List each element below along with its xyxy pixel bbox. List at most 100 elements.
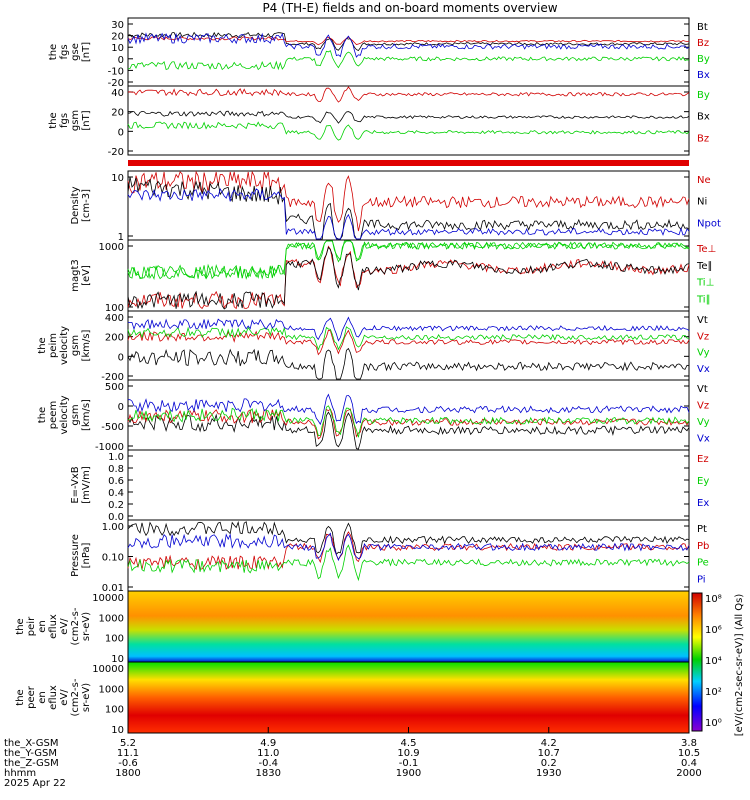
series-Bz: [127, 86, 690, 103]
series-Bt: [127, 31, 690, 51]
panel-peim_vel: 400 200 0 -200 thepeimvelocitygsm[km/s] Vt Vz V…: [37, 310, 710, 383]
legend-Pb: Pb: [697, 541, 709, 552]
legend-Ez: Ez: [697, 454, 709, 465]
y-tick-label: 1.0: [108, 452, 124, 463]
figure-title: P4 (TH-E) fields and on-board moments ov…: [262, 1, 557, 15]
y-tick-label: -20: [108, 78, 124, 89]
y-axis-label: thefgsgsm[nT]: [48, 110, 92, 131]
panel-efield: 1.00.80.60.40.20.0 E=-VxB[mV/m] Ez Ey Ex: [70, 449, 709, 523]
y-tick-label: -20: [108, 147, 124, 158]
series-Bz: [127, 36, 690, 46]
panel-frame: [127, 449, 690, 521]
x-tick-label: 1900: [396, 768, 421, 779]
y-tick-label: 1.00: [102, 522, 124, 533]
series-Te⊥: [127, 245, 690, 310]
y-tick-label: 100: [105, 634, 124, 645]
series-Pe: [127, 544, 690, 582]
x-tick-label: 0.4: [681, 758, 697, 769]
y-axis-label: thepeemvelocitygsm[km/s]: [37, 395, 92, 434]
legend-Te⊥: Te⊥: [696, 244, 716, 255]
y-tick-label: 500: [105, 382, 124, 393]
y-tick-label: 10000: [92, 593, 124, 604]
y-tick-label: 10: [111, 43, 124, 54]
panel-density: 10 1 Density[cm-3] Ne Ni Npot: [70, 170, 721, 243]
series-Npot: [127, 187, 690, 240]
y-axis-label: thepeerenefluxeV/(cm2-s-sr-eV): [15, 678, 92, 716]
series-Ne: [127, 170, 690, 232]
xaxis-row-label: the_Z-GSM: [4, 758, 59, 769]
y-axis-label: Pressure[nPa]: [70, 534, 92, 577]
x-tick-label: 1830: [256, 768, 281, 779]
spectrogram-peir: [127, 590, 690, 663]
y-tick-label: 20: [111, 32, 124, 43]
y-tick-label: 100: [105, 705, 124, 716]
series-Ni: [127, 176, 690, 240]
panel-fgs_gsm: 40 20 0 -20 thefgsgsm[nT] By Bx Bz: [48, 85, 710, 166]
y-axis-label: thepeirenefluxeV/(cm2-s-sr-eV): [15, 607, 92, 645]
series-Vt: [127, 347, 690, 380]
y-tick-label: 1: [118, 232, 124, 243]
legend-By: By: [697, 90, 710, 101]
panel-pressure: 1.00 0.10 0.01 Pressure[nPa] Pt Pb Pe Pi: [70, 519, 709, 594]
colorbar: [691, 592, 703, 732]
legend-Vx: Vx: [697, 364, 710, 375]
y-axis-label: thepeimvelocitygsm[km/s]: [37, 326, 92, 365]
legend-Ne: Ne: [697, 175, 711, 186]
legend-Ey: Ey: [697, 476, 709, 487]
series-Vy: [127, 405, 690, 438]
series-Vz: [127, 329, 690, 356]
y-axis-label: Density[cm-3]: [70, 186, 92, 224]
series-Ti∥: [127, 240, 690, 281]
legend-Bx: Bx: [697, 70, 710, 81]
y-tick-label: 1000: [99, 613, 124, 624]
panel-temp: 1000 100 magt3[eV] Te⊥ Te∥ Ti⊥ Ti∥: [70, 239, 716, 314]
legend-Vy: Vy: [697, 348, 710, 359]
xaxis-row-label: hhmm: [4, 768, 36, 779]
y-tick-label: 0.6: [108, 476, 124, 487]
series-Vx: [127, 316, 690, 342]
legend-Ni: Ni: [697, 197, 707, 208]
y-axis-label: thefgsgse[nT]: [48, 42, 92, 62]
y-tick-label: 20: [111, 108, 124, 119]
legend-Bz: Bz: [697, 133, 709, 144]
series-By: [127, 50, 690, 71]
legend-By: By: [697, 54, 710, 65]
legend-Vx: Vx: [697, 434, 710, 445]
legend-Vt: Vt: [697, 315, 708, 326]
y-axis-label: E=-VxB[mV/m]: [70, 466, 92, 504]
x-tick-label: 10.7: [538, 748, 560, 759]
spectrogram-peer: [127, 661, 690, 734]
y-tick-label: 0.4: [108, 488, 124, 499]
x-tick-label: 11.0: [257, 748, 279, 759]
y-tick-label: 0: [118, 352, 124, 363]
y-tick-label: -1000: [95, 442, 124, 453]
x-tick-label: -0.4: [258, 758, 278, 769]
x-tick-label: 2000: [676, 768, 701, 779]
legend-Te∥: Te∥: [696, 261, 713, 272]
y-tick-label: 0.2: [108, 500, 124, 511]
series-Vx: [127, 393, 690, 426]
legend-Pe: Pe: [697, 558, 709, 569]
x-tick-label: 4.9: [260, 738, 276, 749]
mode-bar: [128, 160, 689, 166]
y-tick-label: 1000: [99, 684, 124, 695]
y-tick-label: 10000: [92, 664, 124, 675]
x-tick-label: 4.2: [541, 738, 557, 749]
y-tick-label: 10: [111, 654, 124, 665]
y-tick-label: 10: [111, 173, 124, 184]
legend-Vy: Vy: [697, 417, 710, 428]
y-axis-label: magt3[eV]: [70, 259, 92, 292]
legend-Vt: Vt: [697, 384, 708, 395]
panel-frame: [127, 17, 690, 87]
legend-Pt: Pt: [697, 524, 707, 535]
colorbar-tick: 10²: [705, 687, 722, 698]
x-tick-label: -0.1: [399, 758, 419, 769]
legend-Pi: Pi: [697, 574, 706, 585]
series-Pt: [127, 520, 690, 555]
xaxis-row-label: 2025 Apr 22: [4, 778, 66, 789]
x-tick-label: 4.5: [401, 738, 417, 749]
legend-Ex: Ex: [697, 498, 709, 509]
x-tick-label: 5.2: [120, 738, 136, 749]
